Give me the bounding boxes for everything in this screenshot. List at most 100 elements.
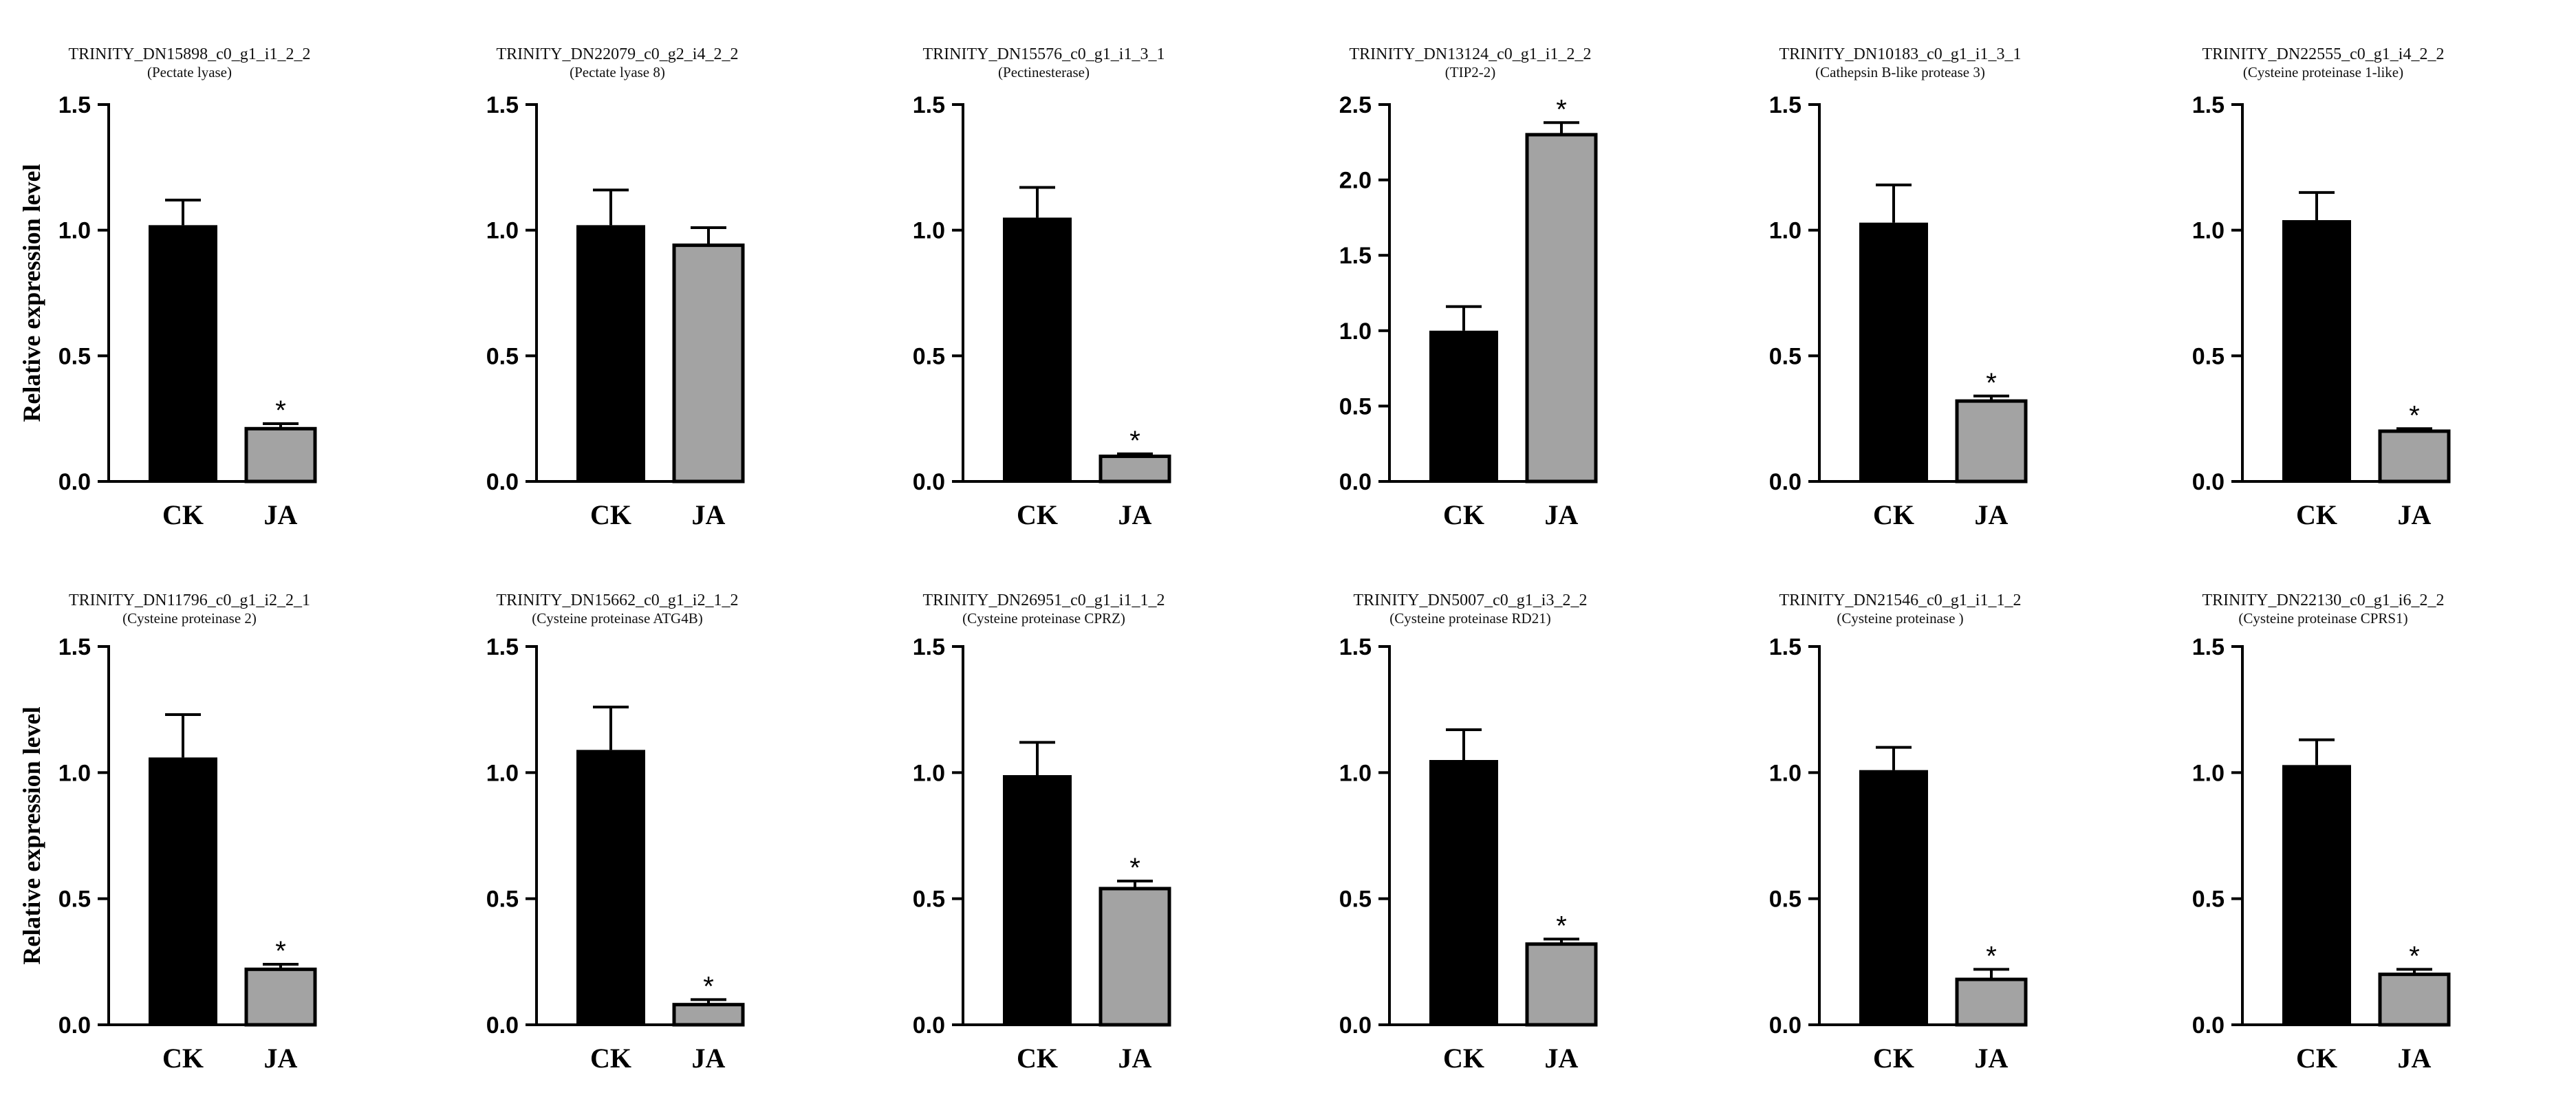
y-tick-label: 1.5 [58, 92, 91, 118]
significance-marker: * [1986, 941, 1997, 971]
y-tick-label: 0.0 [2192, 1012, 2225, 1039]
y-tick-label: 0.5 [913, 887, 945, 913]
x-tick-label: CK [2296, 1043, 2337, 1074]
y-tick-label: 0.0 [913, 1012, 945, 1039]
y-tick-label: 0.5 [486, 343, 519, 369]
chart-subtitle: (Cysteine proteinase ) [1837, 610, 1963, 627]
chart-title: TRINITY_DN15576_c0_g1_i1_3_1 [923, 45, 1165, 63]
y-tick-label: 1.0 [486, 218, 519, 244]
chart-subtitle: (Pectate lyase 8) [570, 64, 665, 80]
significance-marker: * [275, 395, 286, 426]
chart-subtitle: (Cathepsin B-like protease 3) [1815, 64, 1985, 80]
chart-subtitle: (Cysteine proteinase RD21) [1389, 610, 1550, 627]
y-axis-label: Relative expression level [18, 164, 45, 422]
y-tick-label: 1.5 [1339, 243, 1372, 269]
x-tick-label: CK [162, 1043, 204, 1074]
chart-subtitle: (Pectate lyase) [147, 64, 232, 80]
y-tick-label: 1.5 [486, 92, 519, 118]
y-tick-label: 0.0 [2192, 469, 2225, 495]
bar-ja [1525, 133, 1598, 484]
chart-title: TRINITY_DN15662_c0_g1_i2_1_2 [497, 591, 739, 609]
y-tick-label: 0.5 [1769, 887, 1801, 913]
x-tick-label: JA [692, 1043, 726, 1074]
y-tick-label: 0.0 [486, 1012, 519, 1039]
y-tick-label: 1.0 [1339, 318, 1372, 345]
chart-title: TRINITY_DN5007_c0_g1_i3_2_2 [1354, 591, 1588, 609]
significance-marker: * [1556, 94, 1567, 124]
bar-ck [2282, 765, 2351, 1025]
bar-ck [1429, 330, 1498, 481]
bar-ck [1429, 760, 1498, 1025]
y-tick-label: 1.0 [1769, 218, 1801, 244]
bar-ck [576, 750, 645, 1025]
y-tick-label: 1.0 [913, 760, 945, 786]
chart-subtitle: (Cysteine proteinase ATG4B) [532, 610, 702, 627]
y-tick-label: 1.5 [2192, 92, 2225, 118]
bar-ck [1859, 770, 1928, 1025]
significance-marker: * [275, 936, 286, 966]
bar-ja [1955, 399, 2028, 484]
chart-title: TRINITY_DN22079_c0_g2_i4_2_2 [497, 45, 739, 63]
significance-marker: * [1556, 911, 1567, 941]
significance-marker: * [2409, 941, 2420, 971]
x-tick-label: CK [1873, 1043, 1914, 1074]
y-tick-label: 1.5 [58, 634, 91, 660]
x-tick-label: JA [1118, 1043, 1152, 1074]
y-tick-label: 2.0 [1339, 168, 1372, 194]
y-tick-label: 0.0 [58, 469, 91, 495]
x-tick-label: JA [2398, 499, 2432, 530]
y-tick-label: 0.0 [1339, 1012, 1372, 1039]
x-tick-label: CK [162, 499, 204, 530]
y-tick-label: 0.5 [2192, 887, 2225, 913]
x-tick-label: JA [1975, 1043, 2009, 1074]
bar-ja [2378, 429, 2451, 484]
y-tick-label: 1.0 [58, 760, 91, 786]
x-tick-label: JA [2398, 1043, 2432, 1074]
y-tick-label: 1.0 [2192, 218, 2225, 244]
y-tick-label: 0.5 [2192, 343, 2225, 369]
bar-ja [1955, 977, 2028, 1027]
chart-subtitle: (Cysteine proteinase CPRS1) [2238, 610, 2407, 627]
bar-ck [576, 225, 645, 481]
significance-marker: * [1129, 426, 1140, 456]
y-tick-label: 0.5 [1769, 343, 1801, 369]
y-tick-label: 0.5 [1339, 887, 1372, 913]
chart-title: TRINITY_DN26951_c0_g1_i1_1_2 [923, 591, 1165, 609]
chart-subtitle: (Cysteine proteinase 1-like) [2243, 64, 2403, 80]
y-tick-label: 0.5 [486, 887, 519, 913]
y-tick-label: 1.5 [2192, 634, 2225, 660]
x-tick-label: CK [590, 499, 631, 530]
y-tick-label: 1.0 [58, 218, 91, 244]
y-tick-label: 2.5 [1339, 92, 1372, 118]
bar-ja [244, 967, 317, 1027]
y-tick-label: 0.5 [913, 343, 945, 369]
bar-ck [2282, 220, 2351, 481]
chart-subtitle: (TIP2-2) [1445, 64, 1495, 80]
chart-subtitle: (Cysteine proteinase 2) [122, 610, 257, 627]
x-tick-label: CK [1443, 499, 1484, 530]
significance-marker: * [1129, 853, 1140, 883]
bar-ck [149, 225, 217, 481]
y-tick-label: 0.5 [58, 343, 91, 369]
bar-ja [1525, 942, 1598, 1027]
bar-ja [1098, 454, 1171, 484]
x-tick-label: JA [1545, 499, 1579, 530]
y-tick-label: 1.5 [1769, 92, 1801, 118]
bar-ck [149, 757, 217, 1025]
bar-ck [1003, 217, 1072, 481]
chart-title: TRINITY_DN22130_c0_g1_i6_2_2 [2202, 591, 2445, 609]
y-tick-label: 0.0 [913, 469, 945, 495]
y-tick-label: 1.0 [913, 218, 945, 244]
significance-marker: * [2409, 400, 2420, 431]
chart-title: TRINITY_DN22555_c0_g1_i4_2_2 [2202, 45, 2445, 63]
y-tick-label: 1.5 [913, 92, 945, 118]
y-tick-label: 1.5 [1769, 634, 1801, 660]
x-tick-label: JA [1975, 499, 2009, 530]
y-axis-label: Relative expression level [18, 706, 45, 964]
y-tick-label: 1.0 [1769, 760, 1801, 786]
bar-ck [1859, 222, 1928, 481]
bar-ja [672, 1003, 745, 1027]
x-tick-label: CK [1873, 499, 1914, 530]
chart-title: TRINITY_DN13124_c0_g1_i1_2_2 [1350, 45, 1592, 63]
